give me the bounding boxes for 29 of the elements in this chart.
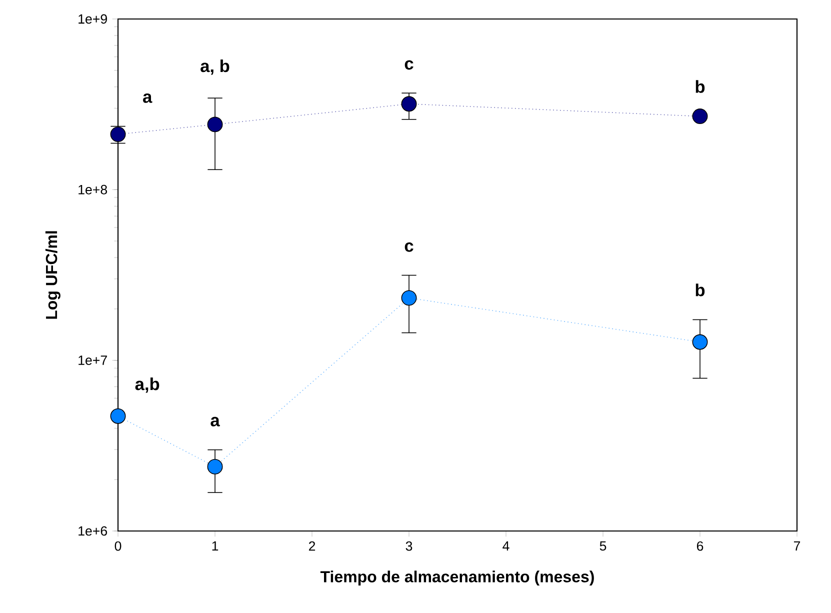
x-tick-label: 3 — [406, 541, 412, 551]
y-axis-title: Log UFC/ml — [45, 231, 60, 319]
point — [692, 334, 708, 350]
point — [692, 108, 708, 124]
y-tick-label: 1e+9 — [78, 14, 107, 24]
annotation: c — [404, 60, 414, 70]
x-tick-label: 1 — [212, 541, 218, 551]
point — [401, 96, 417, 112]
annotation: b — [696, 284, 705, 296]
point — [207, 458, 223, 474]
annotation: b — [696, 80, 705, 93]
y-tick-label: 1e+7 — [78, 356, 107, 365]
x-tick-label: 0 — [114, 541, 122, 551]
y-tick-label: 1e+6 — [78, 526, 108, 536]
annotation: a, b — [200, 59, 230, 75]
x-tick-label: 2 — [308, 541, 316, 551]
x-tick-label: 4 — [502, 541, 510, 551]
x-tick-label: 7 — [794, 541, 800, 551]
annotation: a,b — [135, 377, 160, 393]
point — [207, 116, 223, 132]
y-tick-label: 1e+8 — [78, 184, 108, 194]
annotation: c — [404, 242, 414, 252]
x-tick-label: 5 — [600, 541, 606, 551]
x-axis-title: Tiempo de almacenamiento (meses) — [320, 570, 594, 586]
x-tick-label: 6 — [696, 541, 704, 551]
annotation: a — [210, 416, 220, 426]
point — [401, 290, 417, 306]
point — [110, 408, 126, 424]
annotation: a — [143, 93, 152, 103]
